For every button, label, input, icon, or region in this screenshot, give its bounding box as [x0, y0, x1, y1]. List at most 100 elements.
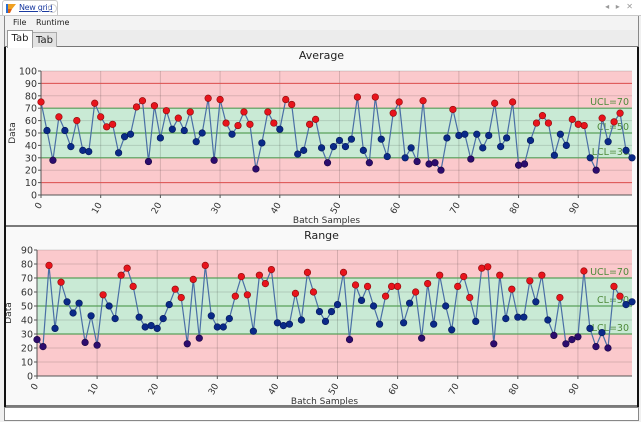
data-point-high: [288, 100, 296, 109]
data-point: [156, 134, 164, 142]
data-point-low: [437, 166, 445, 174]
data-point-high: [496, 271, 504, 279]
y-tick-label: 30: [25, 153, 37, 164]
data-point: [359, 146, 367, 154]
data-point-high: [556, 293, 564, 302]
data-point: [604, 138, 612, 146]
x-tick-label: 20: [147, 382, 162, 397]
data-point-high: [117, 271, 125, 279]
data-point-low: [413, 157, 421, 166]
x-axis-label: Batch Samples: [293, 216, 360, 225]
divider: [0, 15, 641, 16]
window-controls[interactable]: ◂ ▸ ✕: [605, 2, 635, 11]
x-tick-label: 50: [329, 201, 344, 216]
data-point-low: [93, 341, 101, 349]
data-point: [225, 314, 233, 323]
data-point: [105, 302, 113, 310]
data-point-high: [171, 285, 179, 293]
data-point: [430, 320, 438, 328]
data-point: [473, 130, 481, 138]
data-point: [472, 317, 480, 325]
data-point-low: [183, 340, 191, 348]
y-tick-label: 0: [27, 372, 33, 383]
data-point-low: [33, 335, 41, 344]
data-point-low: [144, 157, 153, 166]
data-point-high: [610, 118, 618, 126]
y-tick-label: 40: [21, 316, 33, 327]
data-point: [400, 319, 408, 327]
data-point: [294, 150, 302, 158]
data-point-low: [431, 159, 439, 167]
data-point-high: [57, 278, 65, 286]
title-bar: New grid ◂ ▸ ✕: [0, 0, 641, 16]
data-point: [443, 134, 451, 142]
data-point-high: [395, 98, 403, 106]
data-point-low: [562, 340, 570, 348]
data-point: [586, 324, 594, 332]
data-point-high: [381, 292, 390, 300]
x-tick-label: 60: [389, 201, 404, 216]
menu-file[interactable]: File: [13, 18, 27, 27]
x-tick-label: 40: [267, 382, 282, 397]
data-point: [273, 319, 282, 327]
data-point: [315, 307, 324, 316]
data-point: [321, 317, 330, 325]
data-point: [213, 323, 221, 331]
tab-2[interactable]: Tab: [32, 32, 57, 47]
data-point-high: [270, 119, 278, 127]
x-tick-label: 10: [87, 382, 102, 397]
data-point: [111, 314, 119, 323]
data-point-high: [99, 291, 107, 299]
data-point: [285, 320, 294, 328]
data-point-high: [424, 279, 432, 288]
data-point-high: [538, 271, 546, 279]
data-point: [135, 313, 143, 321]
data-point-high: [123, 264, 131, 272]
x-tick-label: 90: [568, 201, 583, 216]
y-tick-label: 100: [19, 67, 37, 78]
data-point-low: [49, 156, 57, 164]
data-point-high: [216, 95, 224, 104]
y-tick-label: 60: [21, 288, 33, 299]
menu-runtime[interactable]: Runtime: [36, 18, 70, 27]
data-point: [401, 154, 409, 162]
data-point-high: [312, 115, 320, 123]
y-tick-label: 70: [21, 274, 33, 285]
data-point: [115, 149, 123, 157]
data-point: [562, 141, 570, 149]
data-point: [69, 309, 77, 317]
data-point-high: [264, 108, 272, 116]
tab-1[interactable]: Tab: [7, 30, 33, 48]
data-point-high: [150, 102, 159, 110]
control-limit-label: UCL=70: [590, 97, 629, 108]
data-point: [544, 316, 552, 324]
data-point-low: [514, 161, 523, 169]
data-point-high: [55, 113, 63, 121]
series-line: [36, 265, 633, 349]
y-tick-label: 20: [21, 344, 33, 355]
data-point-high: [204, 94, 212, 102]
data-point: [43, 126, 51, 135]
data-point-high: [532, 119, 541, 127]
data-point-high: [454, 282, 462, 291]
data-point-low: [574, 333, 582, 341]
data-point: [63, 298, 71, 306]
data-point: [168, 125, 176, 133]
data-point: [141, 323, 149, 331]
close-tab-icon[interactable]: [48, 4, 57, 13]
data-point: [317, 144, 326, 152]
document-tab[interactable]: New grid: [2, 0, 58, 16]
data-point-low: [604, 344, 612, 352]
data-point-high: [109, 120, 117, 128]
data-point: [87, 312, 95, 320]
data-point-low: [323, 159, 332, 167]
data-point-high: [132, 103, 141, 111]
data-point: [375, 320, 384, 328]
y-tick-label: 90: [25, 79, 37, 90]
data-point-high: [544, 119, 553, 127]
data-point-low: [520, 160, 529, 168]
data-point-high: [339, 268, 348, 277]
y-tick-label: 70: [25, 104, 37, 115]
data-point-low: [365, 159, 373, 167]
